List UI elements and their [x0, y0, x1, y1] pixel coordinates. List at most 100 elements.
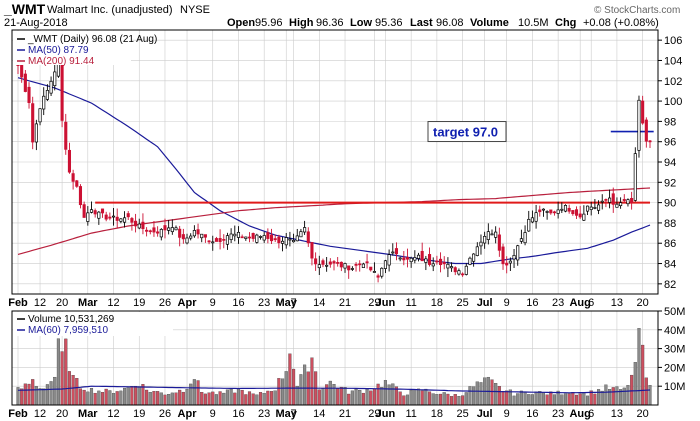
candle-body: [534, 212, 538, 222]
candle-body: [600, 200, 604, 203]
candle-body: [424, 258, 428, 263]
volume-x-tick-label: 18: [431, 408, 443, 420]
volume-bar: [457, 396, 461, 406]
volume-bar: [163, 394, 167, 406]
candle-body: [203, 234, 207, 238]
volume-bar: [626, 385, 630, 406]
candle-body: [597, 204, 601, 211]
candle-body: [380, 267, 384, 277]
candle-body: [494, 231, 498, 238]
price-x-tick-label: 16: [526, 297, 538, 309]
price-y-tick-label: 82: [664, 279, 676, 291]
price-x-tick-label: 12: [107, 297, 119, 309]
volume-bar: [97, 390, 101, 406]
candle-body: [181, 234, 185, 240]
volume-bar: [295, 385, 299, 406]
candle-body: [486, 231, 490, 240]
candle-body: [593, 207, 597, 209]
volume-bar: [630, 374, 634, 406]
candle-body: [630, 197, 634, 203]
volume-value: 10.5M: [518, 17, 549, 29]
volume-bar: [409, 389, 413, 406]
candle-body: [225, 235, 229, 245]
candle-body: [347, 265, 351, 271]
candle-body: [317, 264, 321, 269]
volume-bar: [181, 391, 185, 406]
volume-x-tick-label: 16: [232, 408, 244, 420]
candle-body: [361, 263, 365, 268]
volume-bar: [60, 351, 64, 406]
candle-body: [148, 230, 152, 233]
exchange-name: NYSE: [180, 4, 210, 16]
candle-body: [387, 254, 391, 266]
volume-bar: [361, 392, 365, 406]
volume-panel: 10M 20M 30M 40M 50M Feb 12 20 Mar 12 19 26 Apr 9 16 23…: [8, 306, 685, 420]
candle-body: [464, 265, 468, 275]
candle-body: [644, 119, 648, 142]
candle-body: [563, 205, 568, 212]
volume-bar: [207, 392, 211, 406]
ma200-line: [17, 187, 651, 255]
volume-bar: [269, 391, 274, 406]
price-x-tick-label: 23: [552, 297, 564, 309]
price-x-tick-label: 6: [588, 297, 594, 309]
candle-body: [123, 217, 127, 223]
candle-body: [273, 238, 277, 241]
volume-bar: [383, 380, 387, 406]
low-label: Low: [350, 17, 372, 29]
volume-bar: [262, 393, 266, 406]
candle-body: [578, 213, 582, 218]
ma50-line: [17, 77, 651, 265]
volume-bar: [145, 389, 149, 406]
volume-bar: [497, 386, 501, 406]
candle-body: [310, 242, 314, 259]
price-x-tick-label: Jul: [477, 297, 493, 309]
price-x-tick-label: Jun: [376, 297, 396, 309]
price-x-tick-label: 29: [368, 297, 380, 309]
price-legend-label: MA(50) 87.79: [28, 45, 89, 56]
price-candles: [16, 50, 652, 283]
volume-bar: [424, 388, 428, 406]
volume-bar: [593, 393, 597, 406]
volume-bar: [266, 390, 270, 406]
candle-body: [97, 211, 101, 219]
volume-bar: [633, 362, 637, 406]
volume-bars: [16, 328, 652, 406]
volume-bar: [156, 391, 160, 406]
chg-value: +0.08 (+0.08%): [583, 17, 659, 29]
volume-bar: [93, 392, 97, 406]
volume-bar: [317, 389, 321, 406]
volume-ma60-line: [17, 385, 651, 394]
volume-bar: [192, 379, 196, 406]
volume-x-tick-label: 16: [526, 408, 538, 420]
candle-body: [501, 246, 505, 265]
candle-body: [409, 257, 413, 263]
candle-body: [236, 231, 241, 238]
volume-bar: [200, 391, 204, 406]
low-value: 95.36: [375, 17, 403, 29]
volume-bar: [56, 338, 60, 406]
volume-bar: [644, 377, 648, 406]
candle-body: [619, 202, 623, 207]
volume-bar: [174, 392, 178, 406]
volume-bar: [123, 387, 127, 406]
volume-bar: [222, 392, 226, 406]
candle-body: [288, 238, 292, 241]
candle-body: [152, 227, 156, 233]
volume-bar: [523, 391, 527, 406]
volume-x-tick-label: Jul: [477, 408, 493, 420]
candle-body: [365, 261, 369, 264]
price-y-tick-label: 106: [664, 35, 682, 47]
candle-body: [222, 239, 226, 241]
volume-bar: [89, 388, 94, 406]
price-x-tick-label: 7: [291, 297, 297, 309]
volume-bar: [303, 364, 307, 406]
candle-body: [229, 233, 233, 240]
candle-body: [78, 186, 83, 206]
price-legend: _WMT (Daily) 96.08 (21 Aug)MA(50) 87.79M…: [13, 31, 157, 67]
price-x-tick-label: 25: [456, 297, 468, 309]
volume-bar: [225, 389, 229, 406]
volume-bar: [541, 392, 545, 406]
candle-body: [185, 237, 189, 244]
candle-body: [126, 213, 130, 218]
